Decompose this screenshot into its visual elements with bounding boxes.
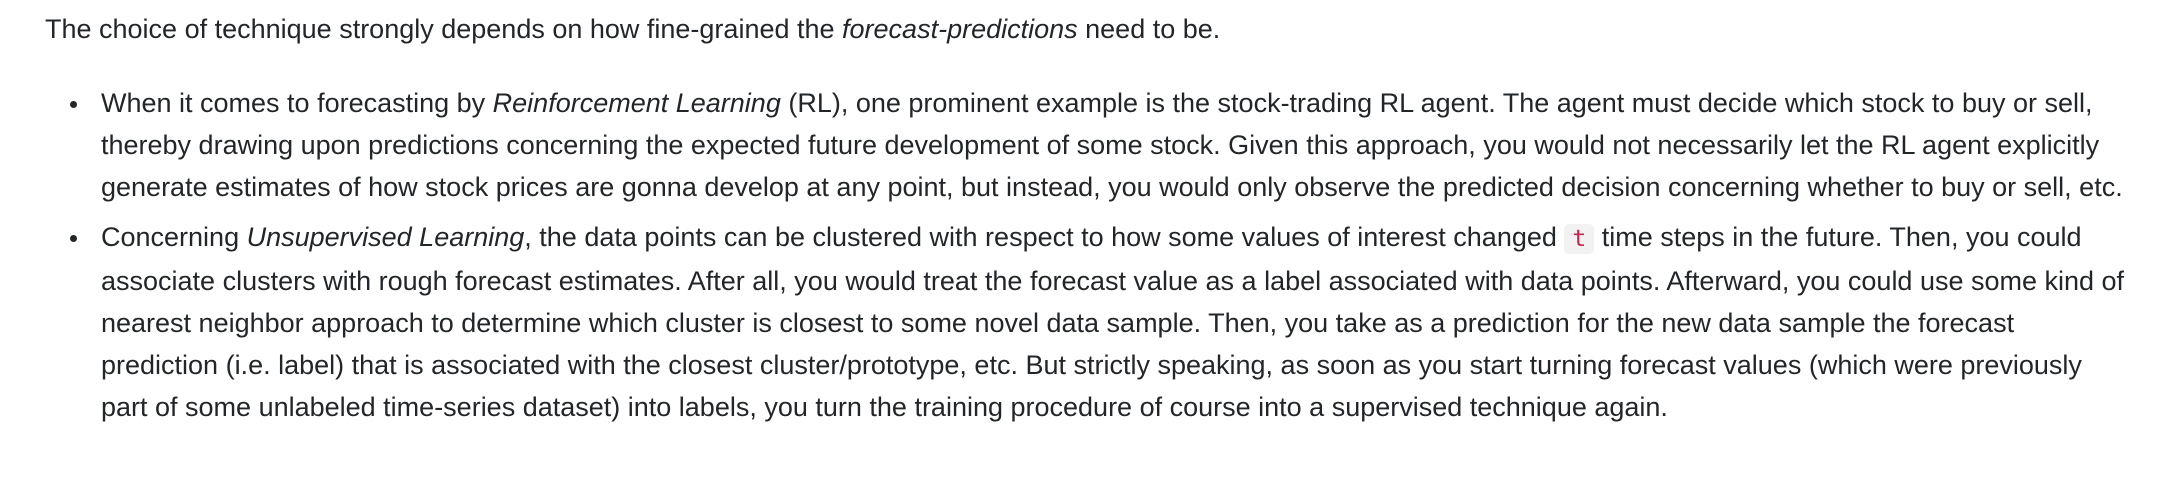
inline-code-t: t [1564, 224, 1595, 254]
list-item-unsupervised-learning: Concerning Unsupervised Learning, the da… [70, 216, 2135, 428]
bullet-2-emphasis: Unsupervised Learning [246, 222, 525, 252]
bullet-1-emphasis: Reinforcement Learning [492, 88, 781, 118]
bullet-2-text-start: Concerning [101, 222, 247, 252]
bullet-list: When it comes to forecasting by Reinforc… [45, 82, 2135, 428]
bullet-1-text-start: When it comes to forecasting by [101, 88, 493, 118]
bullet-2-text-end: time steps in the future. Then, you coul… [101, 222, 2125, 422]
list-item-reinforcement-learning: When it comes to forecasting by Reinforc… [70, 82, 2135, 208]
intro-paragraph: The choice of technique strongly depends… [45, 8, 2135, 50]
post-body: The choice of technique strongly depends… [45, 8, 2135, 436]
bullet-2-text-middle: , the data points can be clustered with … [524, 222, 1565, 252]
intro-text-start: The choice of technique strongly depends… [45, 14, 843, 44]
intro-emphasis: forecast-predictions [842, 14, 1078, 44]
bullet-1-text-end: (RL), one prominent example is the stock… [101, 88, 2123, 202]
intro-text-end: need to be. [1077, 14, 1221, 44]
